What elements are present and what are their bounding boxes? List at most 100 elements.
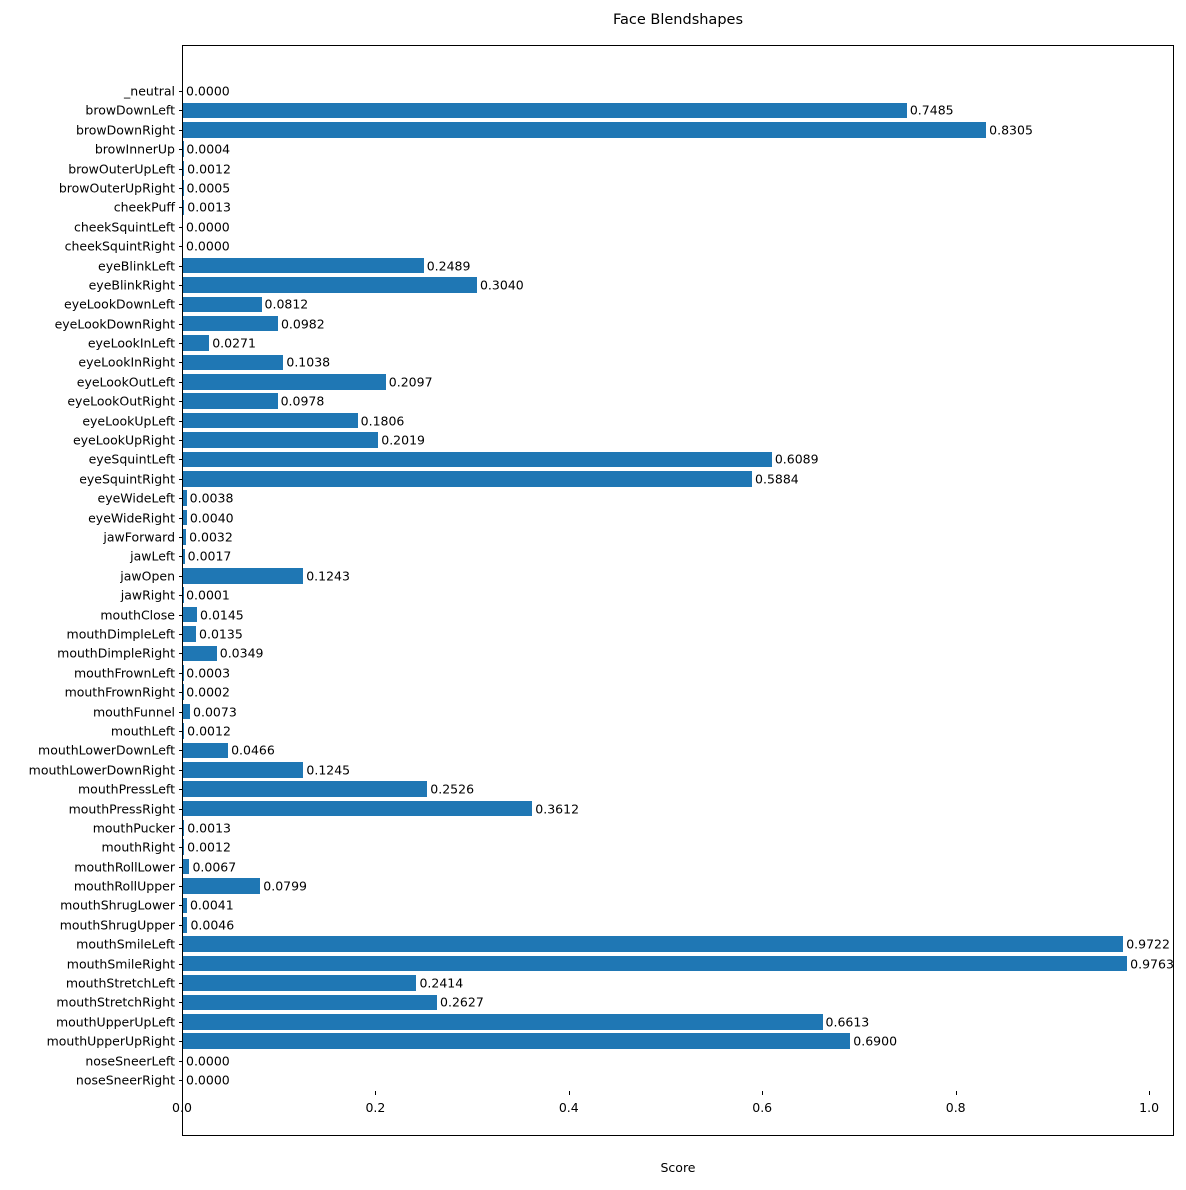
y-tick-mark [178,362,182,364]
bar [183,703,191,720]
y-tick-label: mouthPressRight [68,801,175,816]
y-tick-mark [178,847,182,849]
bar-row: mouthClose 0.0145 [100,606,1173,623]
y-tick-mark [178,1079,182,1081]
y-tick-mark [178,517,182,519]
bar [183,432,379,448]
bar-value-label: 0.9763 [1130,956,1174,972]
bar [183,277,477,293]
y-tick-mark [178,149,182,151]
x-tick-label: 0.2 [365,1100,386,1115]
y-tick-label: noseSneerRight [75,1072,175,1088]
y-tick-label: eyeLookOutRight [67,393,175,409]
bar-value-label: 0.0013 [187,820,231,836]
y-tick-label: eyeWideLeft [97,490,175,506]
y-tick-label: eyeBlinkLeft [98,258,175,274]
y-tick-label: mouthStretchRight [56,994,175,1010]
bar-value-label: 0.5884 [755,471,799,487]
bar-row: _neutral 0.0000 [124,83,1173,99]
y-tick-label: eyeLookOutLeft [76,374,175,390]
y-tick-label: jawRight [120,587,175,603]
bar-row: cheekSquintLeft 0.0000 [74,219,1173,235]
bar-row: mouthFunnel 0.0073 [93,703,1173,720]
x-tick-mark [955,1091,957,1095]
y-tick-mark [178,168,182,170]
bar-value-label: 0.9722 [1126,936,1170,952]
bar [183,548,185,565]
bar [183,296,262,313]
bar [183,742,229,759]
bar-value-label: 0.0073 [193,704,237,720]
y-tick-mark [178,614,182,616]
y-tick-label: eyeLookInLeft [87,335,175,351]
bar-row: browDownLeft 0.7485 [85,102,1173,119]
y-tick-mark [178,1002,182,1004]
bar-row: eyeLookInRight 0.1038 [78,354,1173,371]
y-tick-label: eyeLookDownRight [54,316,175,332]
bar [183,315,278,332]
bar-value-label: 0.0799 [263,878,308,894]
bar-value-label: 0.0003 [186,665,231,681]
bar-row: eyeLookOutRight 0.0978 [67,393,1173,410]
y-tick-label: eyeBlinkRight [88,277,175,293]
bar-value-label: 0.1243 [306,568,350,584]
bar-value-label: 0.0046 [190,917,235,933]
bar-value-label: 0.6900 [853,1033,898,1049]
y-tick-label: mouthLowerDownLeft [38,742,175,758]
bar [183,451,772,468]
y-tick-label: jawLeft [130,548,175,564]
bar-value-label: 0.0012 [187,161,231,177]
y-tick-mark [178,556,182,558]
bar-row: mouthSmileLeft 0.9722 [76,936,1173,953]
y-tick-mark [178,401,182,403]
y-tick-label: cheekSquintLeft [73,219,175,235]
y-tick-label: browOuterUpLeft [68,161,175,177]
y-tick-mark [178,110,182,112]
bar-row: browOuterUpLeft 0.0012 [68,160,1173,177]
bar-row: mouthShrugUpper 0.0046 [60,917,1173,933]
y-tick-label: mouthUpperUpRight [46,1033,175,1049]
x-tick-label: 0.4 [558,1100,579,1115]
y-tick-mark [178,440,182,442]
y-tick-label: mouthRollUpper [73,878,175,894]
bar-value-label: 0.0000 [186,83,230,99]
bar-value-label: 0.0013 [187,199,231,215]
y-tick-label: eyeLookUpLeft [82,413,175,429]
bar [183,1033,851,1049]
bar-value-label: 0.0017 [187,548,232,564]
x-axis-title: Score [660,1160,696,1175]
y-tick-mark [178,226,182,228]
bar [183,781,428,797]
bar-value-label: 0.2489 [426,258,471,274]
y-tick-mark [178,343,182,345]
y-tick-label: mouthRight [101,839,176,855]
chart-title: Face Blendshapes [613,12,743,28]
bar-row: mouthUpperUpRight 0.6900 [47,1033,1173,1049]
y-tick-mark [178,381,182,383]
bar-value-label: 0.0000 [186,219,230,235]
bar-value-label: 0.0005 [186,180,231,196]
bar [183,800,533,817]
y-tick-mark [178,866,182,868]
y-tick-mark [178,886,182,888]
bar [183,490,187,507]
y-tick-mark [178,808,182,810]
y-tick-mark [178,711,182,713]
bar-row: eyeLookUpRight 0.2019 [73,432,1173,448]
y-tick-label: mouthFrownRight [64,684,175,700]
bar-value-label: 0.2627 [440,994,484,1010]
y-tick-mark [178,730,182,732]
y-tick-label: eyeSquintLeft [88,451,175,467]
bar [183,917,188,933]
bar [183,858,190,875]
bar-row: mouthLeft 0.0012 [111,723,1173,739]
bar [183,199,185,216]
bar-row: jawRight 0.0001 [121,587,1173,603]
y-tick-label: mouthUpperUpLeft [55,1014,175,1030]
bar-value-label: 0.0466 [231,742,275,758]
y-tick-label: browInnerUp [94,141,175,157]
bar [183,568,304,584]
bar-row: eyeSquintLeft 0.6089 [89,451,1173,468]
y-tick-label: mouthLowerDownRight [28,762,175,778]
y-tick-label: mouthSmileRight [66,956,175,972]
